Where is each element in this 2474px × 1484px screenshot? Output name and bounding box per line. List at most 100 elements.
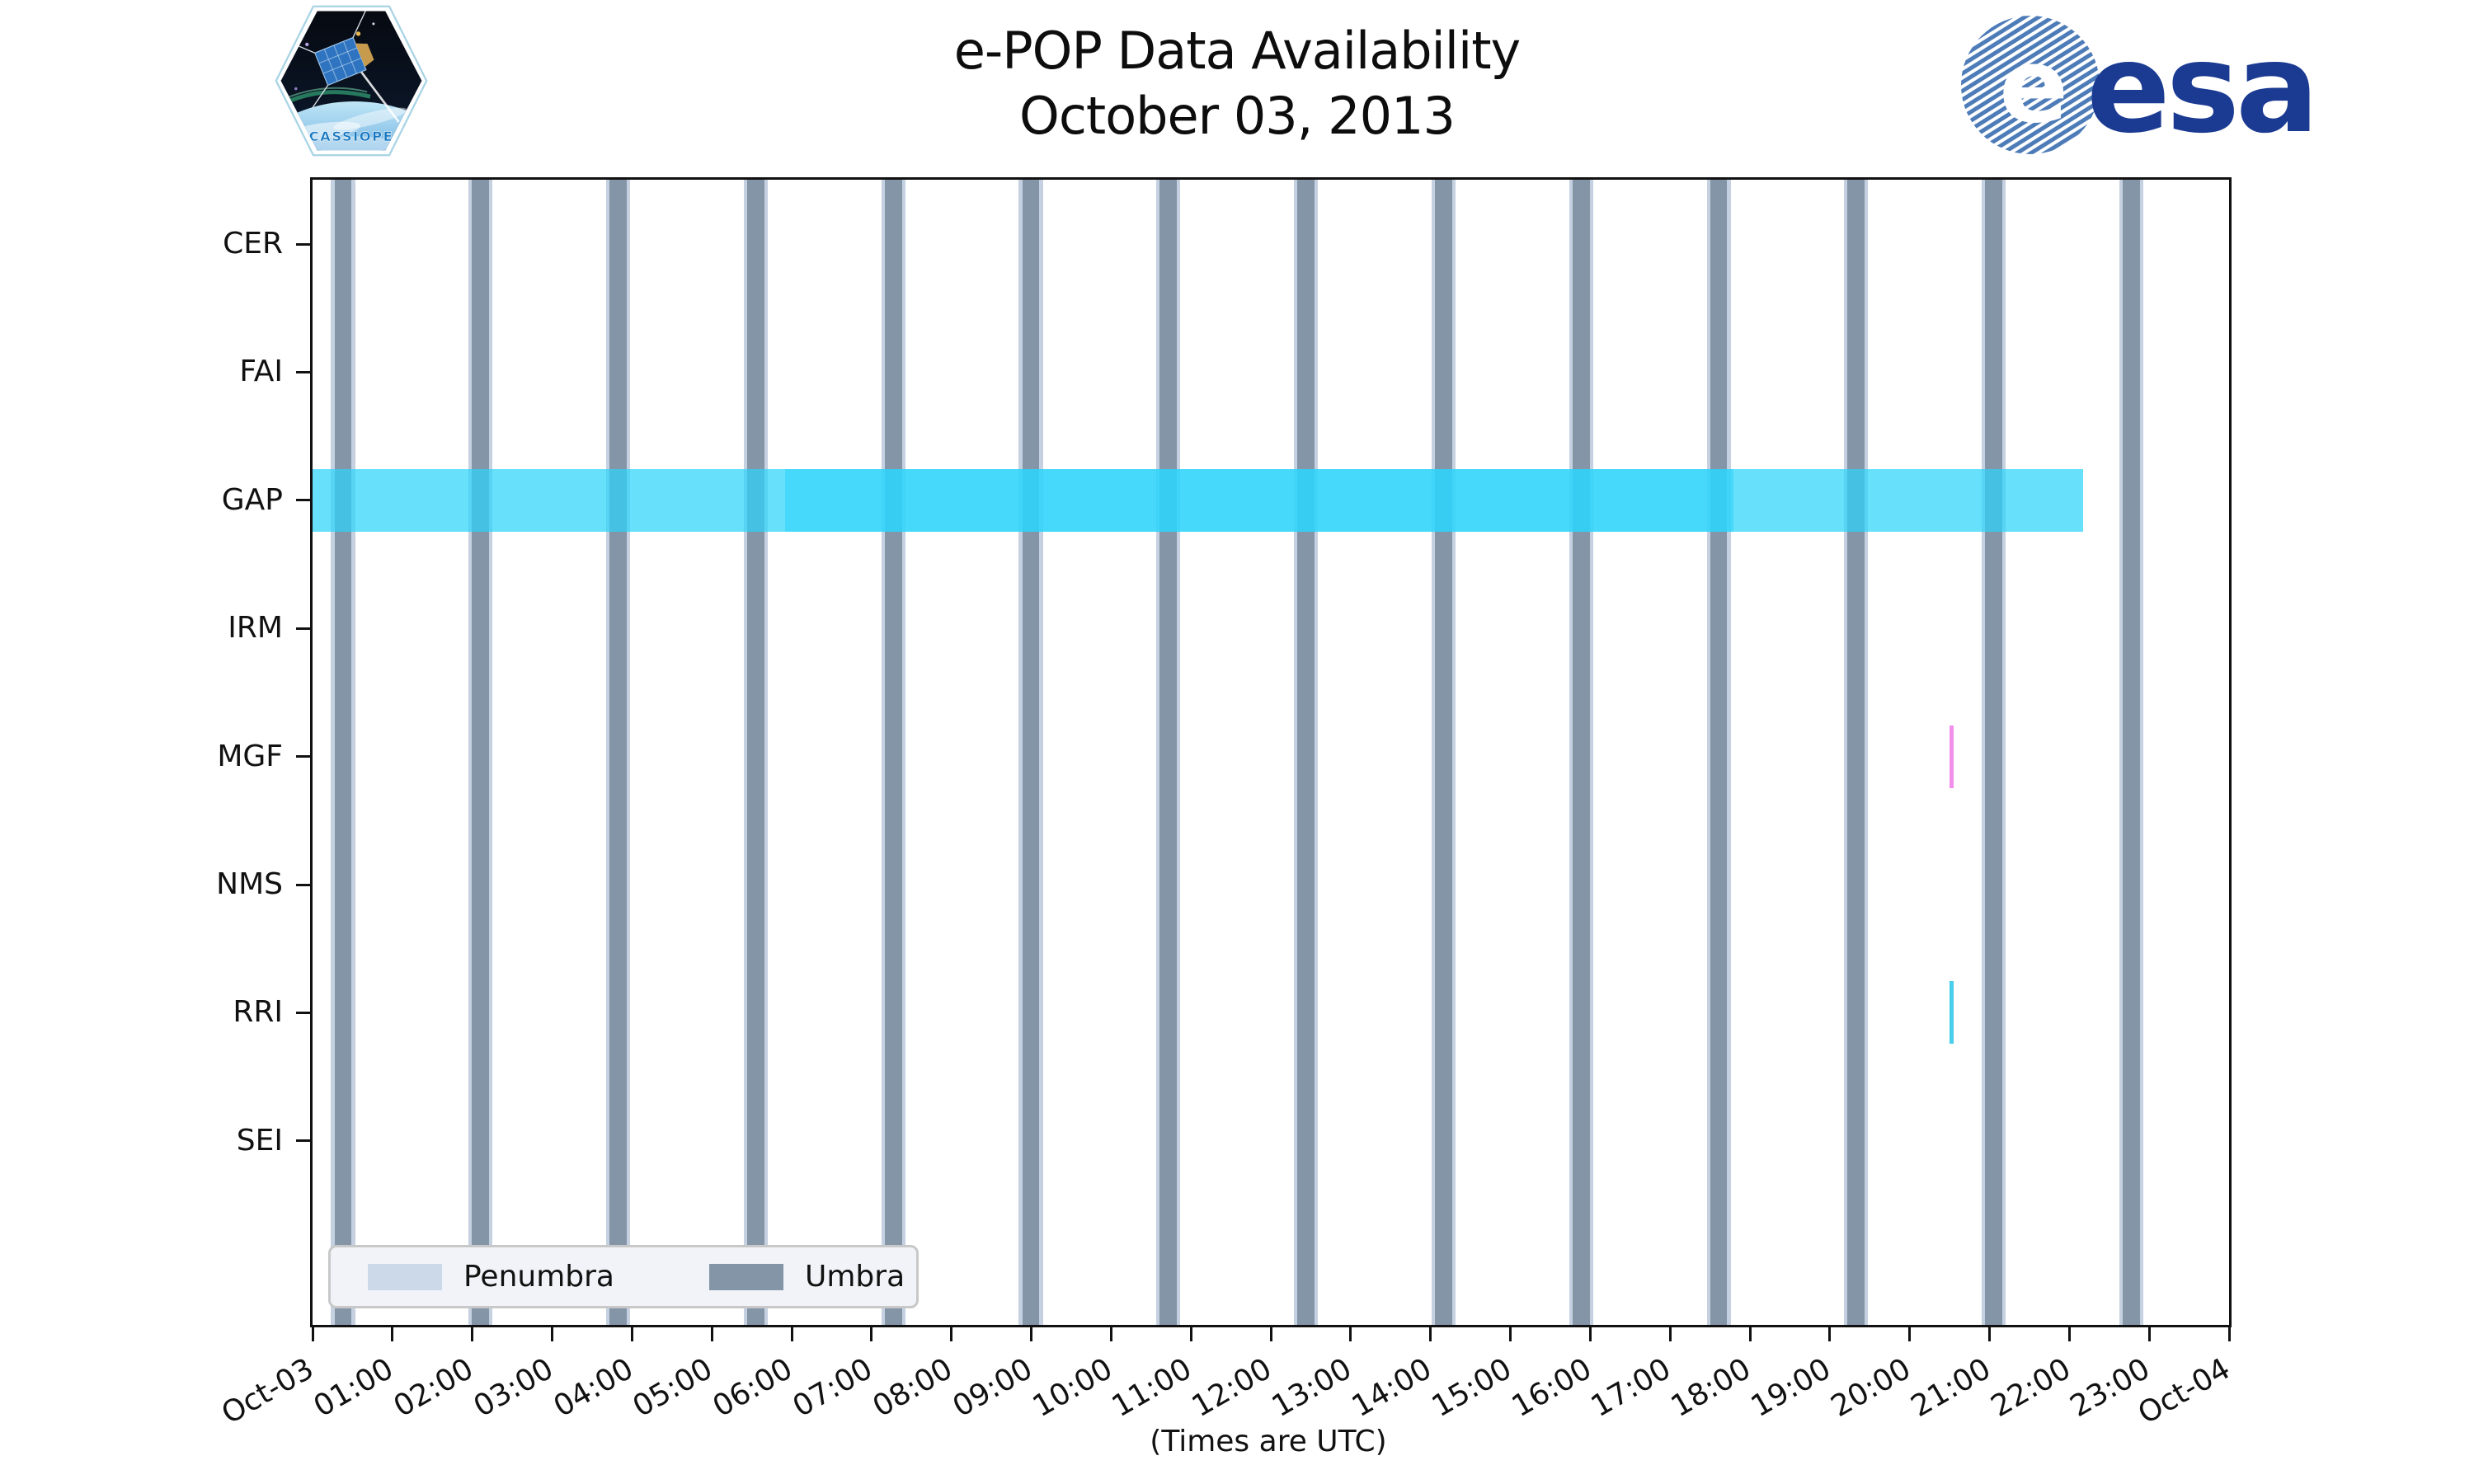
- legend-box: Penumbra Umbra: [328, 1245, 919, 1308]
- x-tick: [1748, 1327, 1752, 1341]
- x-tick-label: 03:00: [468, 1351, 559, 1425]
- y-tick: [296, 1011, 310, 1014]
- mgf-availability-segment: [1950, 725, 1954, 788]
- umbra-band: [746, 180, 764, 1325]
- cassiope-mission-patch-logo: CASSIOPE: [275, 5, 428, 157]
- x-tick: [1509, 1327, 1512, 1341]
- x-tick-label: 13:00: [1266, 1351, 1358, 1425]
- legend-item-penumbra: Penumbra: [368, 1260, 614, 1294]
- x-tick: [471, 1327, 474, 1341]
- x-tick-label: Oct-03: [215, 1351, 320, 1431]
- x-tick: [1988, 1327, 1991, 1341]
- x-tick-label: 07:00: [787, 1351, 879, 1425]
- plot-area: CER FAI GAP IRM MGF NMS RRI SEI Oct-03 01:00 02:00…: [216, 177, 2236, 1431]
- x-tick-label: Oct-04: [2132, 1351, 2236, 1431]
- x-tick-label: 22:00: [1985, 1351, 2077, 1425]
- umbra-band: [1572, 180, 1590, 1325]
- x-tick-label: 16:00: [1506, 1351, 1597, 1425]
- y-tick: [296, 1139, 310, 1143]
- x-tick-label: 04:00: [548, 1351, 639, 1425]
- x-tick-label: 06:00: [707, 1351, 799, 1425]
- umbra-band: [1710, 180, 1728, 1325]
- x-tick: [950, 1327, 953, 1341]
- x-tick: [311, 1327, 314, 1341]
- x-tick: [630, 1327, 633, 1341]
- esa-logo: e esa: [1961, 16, 2319, 161]
- x-tick-label: 09:00: [947, 1351, 1038, 1425]
- x-tick-label: 10:00: [1027, 1351, 1118, 1425]
- chart-title: e-POP Data Availability: [953, 21, 1522, 81]
- umbra-band: [2122, 180, 2140, 1325]
- gap-availability-segment: [785, 468, 1733, 532]
- x-tick: [1349, 1327, 1352, 1341]
- x-tick: [1030, 1327, 1032, 1341]
- cassiope-wordmark: CASSIOPE: [309, 129, 394, 144]
- x-tick-label: 02:00: [388, 1351, 479, 1425]
- x-tick: [1109, 1327, 1112, 1341]
- legend-item-umbra: Umbra: [709, 1260, 905, 1294]
- umbra-band: [609, 180, 628, 1325]
- umbra-band: [1847, 180, 1865, 1325]
- penumbra-swatch: [368, 1263, 442, 1290]
- x-tick: [2147, 1327, 2151, 1341]
- instrument-label-fai: FAI: [239, 355, 283, 389]
- y-tick: [296, 627, 310, 630]
- umbra-label: Umbra: [805, 1260, 905, 1294]
- umbra-band: [1434, 180, 1452, 1325]
- x-tick: [551, 1327, 553, 1341]
- x-tick: [2227, 1327, 2231, 1341]
- penumbra-label: Penumbra: [463, 1260, 614, 1294]
- x-tick: [870, 1327, 873, 1341]
- instrument-label-mgf: MGF: [217, 739, 283, 773]
- chart-subtitle: October 03, 2013: [1019, 86, 1456, 147]
- x-tick-label: 14:00: [1346, 1351, 1437, 1425]
- x-tick: [1269, 1327, 1272, 1341]
- x-axis-title: (Times are UTC): [1150, 1425, 1387, 1458]
- y-tick: [296, 370, 310, 373]
- x-tick-label: 12:00: [1186, 1351, 1278, 1425]
- x-tick: [1429, 1327, 1432, 1341]
- x-tick-label: 15:00: [1426, 1351, 1517, 1425]
- umbra-band: [1297, 180, 1315, 1325]
- instrument-label-rri: RRI: [233, 995, 283, 1030]
- x-tick-label: 21:00: [1905, 1351, 1997, 1425]
- x-tick-label: 08:00: [867, 1351, 958, 1425]
- instrument-label-gap: GAP: [221, 482, 283, 517]
- y-tick: [296, 755, 310, 758]
- gap-availability-segment: [313, 468, 786, 532]
- rri-availability-segment: [1950, 981, 1954, 1045]
- x-tick-label: 17:00: [1586, 1351, 1677, 1425]
- umbra-band: [1985, 180, 2003, 1325]
- instrument-label-cer: CER: [223, 227, 283, 261]
- x-tick: [710, 1327, 713, 1341]
- x-tick: [2067, 1327, 2071, 1341]
- x-tick: [1189, 1327, 1192, 1341]
- umbra-band: [1159, 180, 1178, 1325]
- esa-globe-icon: [1961, 16, 2100, 154]
- x-tick: [790, 1327, 793, 1341]
- chart-title-block: e-POP Data Availability October 03, 2013: [0, 18, 2474, 149]
- gap-availability-segment: [1733, 468, 2083, 532]
- x-tick: [1588, 1327, 1592, 1341]
- instrument-label-sei: SEI: [236, 1123, 283, 1158]
- umbra-swatch: [709, 1263, 783, 1290]
- y-tick: [296, 883, 310, 886]
- umbra-band: [472, 180, 490, 1325]
- x-tick-label: 11:00: [1107, 1351, 1198, 1425]
- x-tick: [391, 1327, 394, 1341]
- x-tick: [1828, 1327, 1832, 1341]
- x-tick-label: 19:00: [1745, 1351, 1837, 1425]
- umbra-band: [1022, 180, 1040, 1325]
- umbra-band: [884, 180, 902, 1325]
- esa-wordmark: esa: [2086, 17, 2315, 161]
- downlink-beam: [360, 70, 400, 123]
- esa-globe-e: e: [1999, 27, 2068, 146]
- x-tick: [1908, 1327, 1912, 1341]
- instrument-label-irm: IRM: [228, 611, 283, 646]
- instrument-label-nms: NMS: [216, 867, 283, 901]
- x-tick-label: 05:00: [628, 1351, 719, 1425]
- cassiope-satellite: [285, 11, 374, 110]
- x-tick: [1668, 1327, 1672, 1341]
- x-tick-label: 01:00: [308, 1351, 400, 1425]
